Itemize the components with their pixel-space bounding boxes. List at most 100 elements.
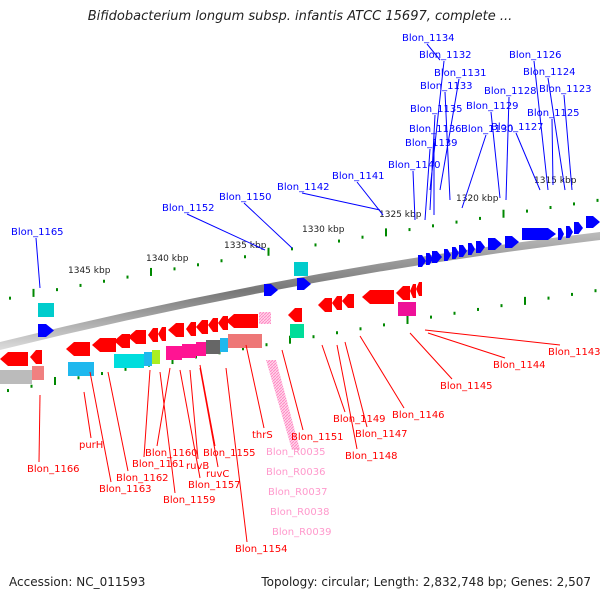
label-leader-line — [179, 369, 201, 479]
reverse-gene-arrow — [148, 328, 158, 342]
forward-gene-arrow — [452, 247, 459, 259]
label-leader-line — [38, 394, 41, 463]
label-leader-line — [344, 341, 368, 428]
reverse-gene-arrow — [158, 327, 166, 341]
forward-gene-arrow — [264, 284, 278, 296]
reverse-gene-arrow — [128, 330, 146, 344]
tick-mark — [124, 367, 127, 371]
label-leader-line — [186, 213, 266, 251]
cog-box — [32, 366, 44, 380]
label-leader-line — [243, 202, 293, 249]
label-leader-line — [439, 78, 460, 191]
forward-gene-arrow — [558, 228, 564, 240]
forward-gene-label: Blon_1129 — [466, 101, 519, 112]
tick-mark — [383, 323, 385, 327]
reverse-gene-label: thrS — [252, 430, 273, 441]
kbp-label: 1325 kbp — [379, 210, 422, 220]
label-leader-line — [461, 134, 487, 209]
tick-mark — [408, 228, 411, 232]
accession-text: Accession: NC_011593 — [9, 575, 146, 589]
label-leader-line — [156, 367, 171, 447]
tick-mark — [150, 267, 152, 276]
forward-gene-arrow — [459, 245, 467, 257]
cog-box — [398, 302, 416, 316]
label-leader-line — [409, 332, 453, 380]
cog-boxes — [0, 262, 416, 450]
tick-mark — [30, 384, 33, 388]
cog-box — [166, 346, 182, 360]
tick-row-lower — [7, 289, 597, 393]
label-leader-line — [159, 371, 176, 494]
tick-mark — [220, 259, 223, 263]
label-leader-line — [424, 148, 431, 221]
label-leader-line — [189, 369, 199, 460]
reverse-gene-arrow — [218, 316, 228, 330]
tick-mark — [573, 202, 575, 206]
kbp-label: 1340 kbp — [146, 254, 189, 264]
tick-mark — [126, 275, 129, 279]
tick-mark — [267, 247, 270, 256]
tick-mark — [338, 239, 340, 243]
reverse-gene-arrow — [396, 286, 410, 300]
forward-gene-label: Blon_1136 — [409, 124, 462, 135]
forward-gene-label: Blon_1139 — [405, 138, 458, 149]
cog-box — [196, 342, 206, 356]
forward-gene-arrow — [476, 241, 485, 253]
forward-gene-label: Blon_1140 — [388, 160, 441, 171]
tick-mark — [103, 279, 105, 283]
tick-mark — [432, 224, 434, 228]
tick-mark — [7, 389, 9, 393]
reverse-gene-label: Blon_1155 — [203, 448, 256, 459]
reverse-gene-arrow — [416, 282, 422, 296]
reverse-gene-label: Blon_1145 — [440, 381, 493, 392]
tick-mark — [56, 288, 58, 292]
reverse-gene-label: Blon_1151 — [291, 432, 344, 443]
cog-box — [206, 340, 220, 354]
tick-mark — [9, 296, 11, 300]
forward-gene-label: Blon_1150 — [219, 192, 272, 203]
tick-mark — [547, 296, 550, 300]
forward-gene-arrow — [297, 278, 311, 290]
reverse-gene-arrow — [92, 338, 116, 352]
tick-mark — [312, 335, 315, 339]
label-leader-line — [515, 132, 541, 191]
label-leader-line — [424, 329, 561, 346]
reverse-gene-arrow — [0, 352, 28, 366]
label-leader-line — [301, 192, 381, 211]
reverse-gene-label: purH — [79, 440, 103, 451]
tick-mark — [173, 267, 176, 271]
forward-gene-label: Blon_1142 — [277, 182, 330, 193]
label-leader-line — [245, 344, 265, 429]
reverse-genes — [0, 282, 422, 366]
reverse-gene-label: Blon_1161 — [132, 459, 185, 470]
label-leader-line — [505, 96, 510, 201]
label-leader-line — [199, 364, 216, 447]
genome-backbone — [0, 232, 600, 350]
forward-gene-arrow — [432, 251, 442, 263]
label-leader-line — [107, 371, 129, 472]
tick-mark — [596, 198, 599, 202]
reverse-gene-label: Blon_1149 — [333, 414, 386, 425]
label-leader-line — [336, 344, 358, 450]
cog-box — [294, 262, 308, 276]
forward-gene-arrow — [566, 226, 573, 238]
cog-box — [228, 334, 262, 348]
forward-gene-arrow — [488, 238, 502, 250]
label-leader-line — [412, 170, 416, 221]
forward-gene-arrow — [522, 228, 556, 240]
reverse-gene-label: ruvC — [206, 469, 229, 480]
reverse-gene-arrow — [168, 323, 184, 337]
reverse-gene-arrow — [30, 350, 42, 364]
tick-mark — [479, 216, 481, 220]
tick-mark — [197, 263, 199, 267]
kbp-label: 1320 kbp — [456, 194, 499, 204]
forward-gene-label: Blon_1130 — [461, 124, 514, 135]
tick-mark — [265, 343, 268, 347]
reverse-gene-arrow — [114, 334, 130, 348]
forward-gene-arrow — [586, 216, 600, 228]
rna-gene-labels: Blon_R0035 Blon_R0036 Blon_R0037 Blon_R0038… — [266, 447, 332, 538]
reverse-gene-arrow — [332, 296, 342, 310]
forward-gene-arrow — [426, 253, 433, 265]
tick-mark — [336, 331, 338, 335]
tick-mark — [571, 292, 573, 296]
